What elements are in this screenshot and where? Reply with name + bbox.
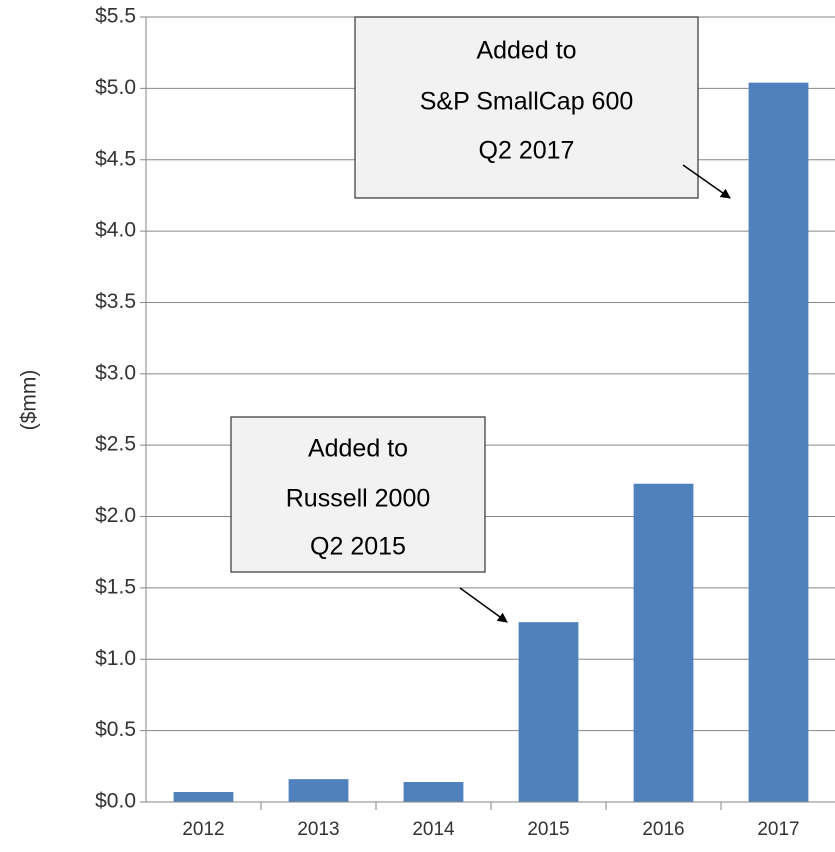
annotation-arrow (459, 587, 508, 623)
y-tick-label: $4.5 (95, 147, 136, 170)
annotation-text: Russell 2000 (286, 485, 431, 513)
y-axis-label: ($mm) (18, 370, 41, 431)
y-tick-label: $0.5 (95, 718, 136, 741)
annotation-text: S&P SmallCap 600 (420, 88, 634, 116)
y-tick-label: $4.0 (95, 219, 136, 242)
y-tick-label: $2.5 (95, 433, 136, 456)
annotation-text: Added to (308, 435, 408, 463)
bar (633, 483, 694, 802)
annotation-box (354, 16, 699, 199)
y-tick-label: $3.0 (95, 361, 136, 384)
x-tick-label: 2013 (297, 819, 339, 840)
annotation-text: Added to (476, 37, 576, 65)
annotation-box (230, 416, 486, 573)
y-tick-label: $0.0 (95, 790, 136, 813)
bar (518, 622, 579, 802)
annotation-text: Q2 2017 (479, 137, 575, 165)
y-tick-label: $3.5 (95, 290, 136, 313)
bar (748, 82, 809, 803)
y-tick-label: $5.0 (95, 76, 136, 99)
y-tick-label: $1.5 (95, 575, 136, 598)
y-tick-label: $2.0 (95, 504, 136, 527)
x-tick-label: 2012 (182, 819, 224, 840)
bar (403, 782, 464, 802)
annotation-text: Q2 2015 (310, 533, 406, 561)
x-tick-label: 2017 (757, 819, 799, 840)
x-tick-label: 2015 (527, 819, 569, 840)
bar (288, 779, 349, 802)
annotation-arrow (682, 164, 731, 199)
bar (173, 792, 234, 802)
x-tick-label: 2016 (642, 819, 684, 840)
y-tick-label: $1.0 (95, 647, 136, 670)
y-tick-label: $5.5 (95, 5, 136, 28)
x-tick-label: 2014 (412, 819, 455, 840)
